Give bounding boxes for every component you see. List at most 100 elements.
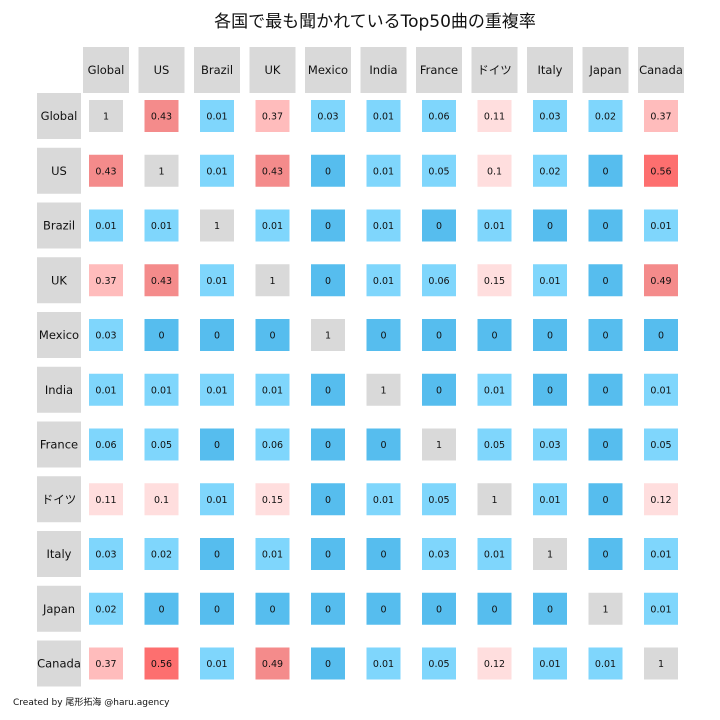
cell-global-brazil bbox=[200, 100, 234, 132]
cell-value-global-brazil: 0.01 bbox=[206, 112, 227, 123]
cell-value-mexico-idx-7: 0 bbox=[491, 331, 497, 342]
cell-value-india-global: 0.01 bbox=[95, 385, 116, 396]
cell-value-japan-france: 0 bbox=[436, 604, 442, 615]
cell-value-brazil-italy: 0 bbox=[547, 221, 553, 232]
cell-canada-uk bbox=[255, 647, 290, 680]
cell-value-france-india: 0 bbox=[380, 440, 386, 451]
cell-value-idx-7-global: 0.11 bbox=[95, 495, 116, 506]
row-label-us: US bbox=[51, 164, 67, 178]
col-label-box-india bbox=[360, 47, 407, 93]
cell-value-japan-canada: 0.01 bbox=[650, 604, 671, 615]
cell-india-us bbox=[144, 373, 179, 406]
cell-japan-italy bbox=[533, 592, 567, 625]
col-label-india: India bbox=[369, 63, 397, 77]
cell-value-france-idx-7: 0.05 bbox=[484, 440, 505, 451]
cell-value-italy-idx-7: 0.01 bbox=[484, 550, 505, 561]
cell-value-uk-france: 0.06 bbox=[428, 276, 449, 287]
cell-value-france-us: 0.05 bbox=[151, 440, 172, 451]
col-label-box-uk bbox=[249, 47, 296, 93]
cell-value-idx-7-india: 0.01 bbox=[373, 495, 394, 506]
cell-india-canada bbox=[644, 373, 678, 406]
cell-value-italy-brazil: 0 bbox=[214, 550, 220, 561]
cell-canada-italy bbox=[533, 647, 567, 680]
cell-japan-brazil bbox=[200, 592, 234, 625]
cell-value-india-us: 0.01 bbox=[151, 385, 172, 396]
cell-value-japan-mexico: 0 bbox=[325, 604, 331, 615]
cell-france-france bbox=[422, 428, 456, 461]
cell-value-global-global: 1 bbox=[103, 112, 109, 123]
cell-idx-7-canada bbox=[644, 483, 678, 516]
cell-value-us-uk: 0.43 bbox=[262, 166, 283, 177]
cell-value-uk-japan: 0 bbox=[602, 276, 608, 287]
cell-india-uk bbox=[255, 373, 290, 406]
row-label-idx-7: ドイツ bbox=[42, 492, 77, 506]
cell-value-france-brazil: 0 bbox=[214, 440, 220, 451]
cell-brazil-idx-7 bbox=[477, 209, 512, 242]
cell-france-brazil bbox=[200, 428, 234, 461]
cell-value-idx-7-brazil: 0.01 bbox=[206, 495, 227, 506]
cell-value-france-france: 1 bbox=[436, 440, 442, 451]
col-label-box-brazil bbox=[194, 47, 240, 93]
col-label-box-mexico bbox=[305, 47, 351, 93]
cell-global-us bbox=[144, 100, 179, 132]
cell-uk-india bbox=[366, 264, 401, 297]
cell-value-canada-mexico: 0 bbox=[325, 659, 331, 670]
col-label-us: US bbox=[154, 63, 170, 77]
cell-us-mexico bbox=[311, 154, 345, 187]
cell-value-us-canada: 0.56 bbox=[650, 166, 671, 177]
cell-idx-7-france bbox=[422, 483, 456, 516]
cell-value-brazil-japan: 0 bbox=[602, 221, 608, 232]
cell-value-mexico-uk: 0 bbox=[269, 331, 275, 342]
cell-value-india-mexico: 0 bbox=[325, 385, 331, 396]
row-labels: Global US Brazil UK Mexico India France ドイツ Ital… bbox=[37, 93, 81, 687]
row-label-global: Global bbox=[41, 109, 78, 123]
cell-india-idx-7 bbox=[477, 373, 512, 406]
cell-us-brazil bbox=[200, 154, 234, 187]
col-label-box-france bbox=[416, 47, 462, 93]
cell-canada-brazil bbox=[200, 647, 234, 680]
cell-france-india bbox=[366, 428, 401, 461]
cell-india-italy bbox=[533, 373, 567, 406]
cell-value-uk-italy: 0.01 bbox=[539, 276, 560, 287]
cell-value-canada-us: 0.56 bbox=[151, 659, 172, 670]
cell-value-italy-mexico: 0 bbox=[325, 550, 331, 561]
cell-italy-canada bbox=[644, 538, 678, 570]
cell-global-india bbox=[366, 100, 401, 132]
cell-canada-global bbox=[89, 647, 123, 680]
cell-japan-canada bbox=[644, 592, 678, 625]
row-label-box-india bbox=[37, 366, 81, 413]
heatmap-cells: 1 0.43 0.01 0.37 0.03 0.01 0.06 0.11 0.03 0.02 0.3… bbox=[89, 100, 678, 680]
cell-value-brazil-global: 0.01 bbox=[95, 221, 116, 232]
row-label-box-japan bbox=[37, 585, 81, 632]
col-label-italy: Italy bbox=[538, 63, 563, 77]
cell-value-global-italy: 0.03 bbox=[539, 112, 560, 123]
cell-idx-7-italy bbox=[533, 483, 567, 516]
cell-france-italy bbox=[533, 428, 567, 461]
cell-value-mexico-india: 0 bbox=[380, 331, 386, 342]
cell-global-uk bbox=[255, 100, 290, 132]
cell-value-mexico-italy: 0 bbox=[547, 331, 553, 342]
cell-value-france-japan: 0 bbox=[602, 440, 608, 451]
cell-brazil-italy bbox=[533, 209, 567, 242]
cell-brazil-brazil bbox=[200, 209, 234, 242]
cell-value-brazil-uk: 0.01 bbox=[262, 221, 283, 232]
cell-india-brazil bbox=[200, 373, 234, 406]
row-label-japan: Japan bbox=[42, 602, 75, 616]
cell-brazil-uk bbox=[255, 209, 290, 242]
col-label-france: France bbox=[420, 63, 458, 77]
cell-mexico-india bbox=[366, 319, 401, 351]
cell-value-france-global: 0.06 bbox=[95, 440, 116, 451]
cell-value-canada-italy: 0.01 bbox=[539, 659, 560, 670]
cell-value-global-india: 0.01 bbox=[373, 112, 394, 123]
cell-value-italy-italy: 1 bbox=[547, 550, 553, 561]
cell-value-india-italy: 0 bbox=[547, 385, 553, 396]
cell-value-idx-7-mexico: 0 bbox=[325, 495, 331, 506]
cell-value-uk-mexico: 0 bbox=[325, 276, 331, 287]
cell-value-india-brazil: 0.01 bbox=[206, 385, 227, 396]
row-label-brazil: Brazil bbox=[43, 219, 75, 233]
row-label-box-global bbox=[37, 93, 81, 139]
cell-value-uk-uk: 1 bbox=[269, 276, 275, 287]
col-label-box-us bbox=[138, 47, 185, 93]
row-label-box-us bbox=[37, 147, 81, 194]
cell-global-idx-7 bbox=[477, 100, 512, 132]
